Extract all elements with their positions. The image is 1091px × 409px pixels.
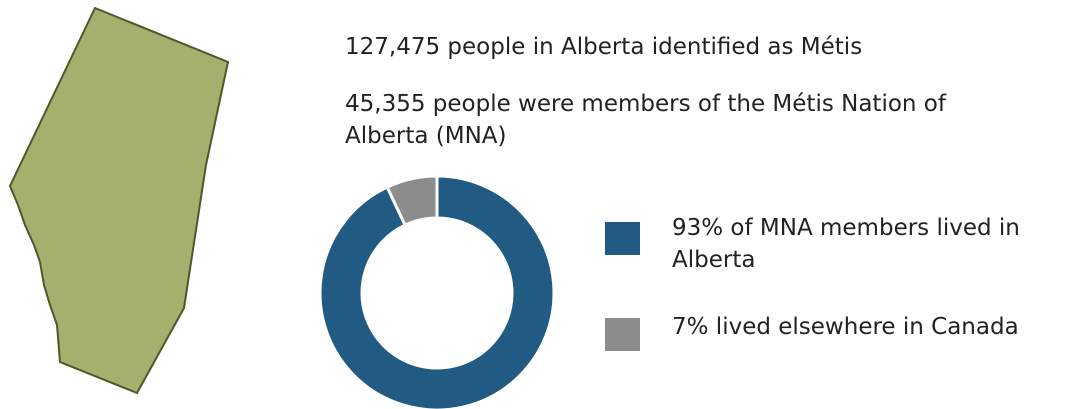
donut-segment <box>385 174 439 228</box>
legend <box>605 222 640 351</box>
alberta-map <box>8 6 230 395</box>
annotation: 127,475 people in Alberta identified as … <box>345 34 863 60</box>
legend-label: 93% of MNA members lived in Alberta <box>672 215 1020 273</box>
legend-label: 7% lived elsewhere in Canada <box>672 314 1019 340</box>
donut-chart <box>318 174 556 409</box>
annotation: 45,355 people were members of the Métis … <box>345 91 946 149</box>
legend-swatch <box>605 222 640 255</box>
donut-segment <box>318 174 556 409</box>
legend-swatch <box>605 318 640 351</box>
